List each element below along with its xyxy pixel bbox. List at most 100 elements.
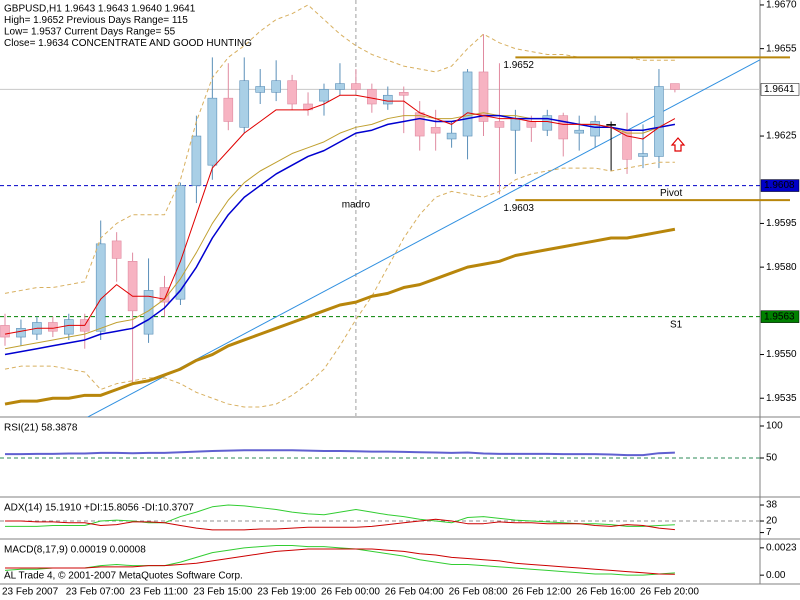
y-tick-label: 1.9670 <box>766 0 797 11</box>
candle-body <box>223 97 234 122</box>
price-tag <box>760 310 800 323</box>
candle-body <box>382 94 393 105</box>
candle-body <box>175 185 186 300</box>
panel <box>0 0 760 417</box>
indicator-title: ADX(14) 15.1910 +DI:15.8056 -DI:10.3707 <box>4 503 194 514</box>
candle-body <box>590 121 600 137</box>
x-tick-label: 26 Feb 20:00 <box>640 587 699 598</box>
y-tick-label: 100 <box>766 421 783 432</box>
series-line <box>4 161 675 408</box>
price-tag-label: 1.9641 <box>764 84 795 95</box>
x-tick-label: 26 Feb 16:00 <box>576 587 635 598</box>
y-tick-label: 1.9550 <box>766 349 797 360</box>
candle-body <box>127 261 138 312</box>
series-line <box>5 504 675 527</box>
x-tick-label: 26 Feb 08:00 <box>449 587 508 598</box>
panel <box>0 504 760 531</box>
series-line <box>4 4 675 294</box>
candle-body <box>255 86 265 93</box>
panel <box>0 449 760 459</box>
level-segment-label: 1.9652 <box>503 60 534 71</box>
candle-body <box>239 80 250 128</box>
x-tick-label: 23 Feb 11:00 <box>130 587 189 598</box>
price-tag <box>760 83 800 96</box>
series-line <box>5 548 675 575</box>
y-tick-label: 1.9655 <box>766 43 797 54</box>
candle-body <box>526 121 537 128</box>
series-line <box>4 227 676 406</box>
candle-body <box>574 129 585 134</box>
candle-body <box>510 118 521 131</box>
trend-line <box>86 59 760 417</box>
info-line: Low= 1.9537 Current Days Range= 55 <box>4 27 176 38</box>
indicator-title: MACD(8,17,9) 0.00019 0.00008 <box>4 545 146 556</box>
candle-body <box>16 328 26 338</box>
candle-body <box>0 325 10 338</box>
y-tick-label: 38 <box>766 500 778 511</box>
series-line <box>5 518 675 531</box>
candle-body <box>654 86 664 157</box>
y-tick-label: 1.9580 <box>766 262 797 273</box>
candle-body <box>351 83 361 90</box>
candle-body <box>143 290 154 335</box>
candle-body <box>48 322 58 332</box>
indicator-title: RSI(21) 58.3878 <box>4 423 78 434</box>
x-tick-label: 23 Feb 15:00 <box>193 587 252 598</box>
x-tick-label: 23 Feb 2007 <box>2 587 59 598</box>
y-tick-label: 0.00 <box>766 570 786 581</box>
series-line <box>4 94 676 335</box>
candle-body <box>95 243 106 332</box>
candle-body <box>111 240 122 259</box>
series-line <box>4 114 676 356</box>
y-tick-label: 0.0023 <box>766 542 797 553</box>
y-tick-label: 20 <box>766 516 778 527</box>
candle-body <box>367 89 377 105</box>
info-line: Close= 1.9634 CONCENTRATE AND GOOD HUNTI… <box>4 38 252 49</box>
x-tick-label: 26 Feb 12:00 <box>512 587 571 598</box>
signal-arrow <box>670 137 686 152</box>
series-line <box>4 544 675 576</box>
level-segment-label: 1.9603 <box>503 203 534 214</box>
candle-body <box>398 92 409 96</box>
x-tick-label: 23 Feb 07:00 <box>66 587 125 598</box>
y-tick-label: 1.9625 <box>766 131 797 142</box>
level-label: S1 <box>670 319 683 330</box>
info-line: GBPUSD,H1 1.9643 1.9643 1.9640 1.9641 <box>4 4 196 15</box>
candle-body <box>558 115 569 140</box>
candle-body <box>335 83 345 90</box>
candle-body <box>494 121 505 128</box>
candle-body <box>287 80 297 105</box>
candle-body <box>462 71 473 137</box>
info-line: High= 1.9652 Previous Days Range= 115 <box>4 15 188 26</box>
y-tick-label: 50 <box>766 453 778 464</box>
candle-body <box>670 83 680 90</box>
y-tick-label: 7 <box>766 527 772 538</box>
candle-body <box>319 89 329 102</box>
candle-body <box>207 97 218 166</box>
candle-body <box>430 127 441 134</box>
candle-body <box>191 135 202 186</box>
price-tag-label: 1.9563 <box>764 311 795 322</box>
vertical-marker-label: madro <box>342 200 371 211</box>
candle-body <box>638 153 648 157</box>
level-label: Pivot <box>660 188 682 199</box>
candle-body <box>446 132 457 140</box>
y-tick-label: 1.9595 <box>766 218 797 229</box>
candle-body <box>159 287 170 303</box>
x-tick-label: 23 Feb 19:00 <box>257 587 316 598</box>
candle-body <box>64 319 74 335</box>
status-text: AL Trade 4, © 2001-2007 MetaQuotes Softw… <box>4 571 243 582</box>
price-tag-label: 1.9608 <box>764 180 795 191</box>
y-tick-label: 1.9535 <box>766 393 797 404</box>
candle-body <box>478 71 489 122</box>
candle-body <box>542 115 553 131</box>
price-tag <box>760 179 800 192</box>
candle-body <box>271 80 281 93</box>
candle-body <box>606 124 616 126</box>
series-line <box>5 449 675 457</box>
panel <box>4 544 675 576</box>
x-tick-label: 26 Feb 04:00 <box>385 587 444 598</box>
x-tick-label: 26 Feb 00:00 <box>321 587 380 598</box>
